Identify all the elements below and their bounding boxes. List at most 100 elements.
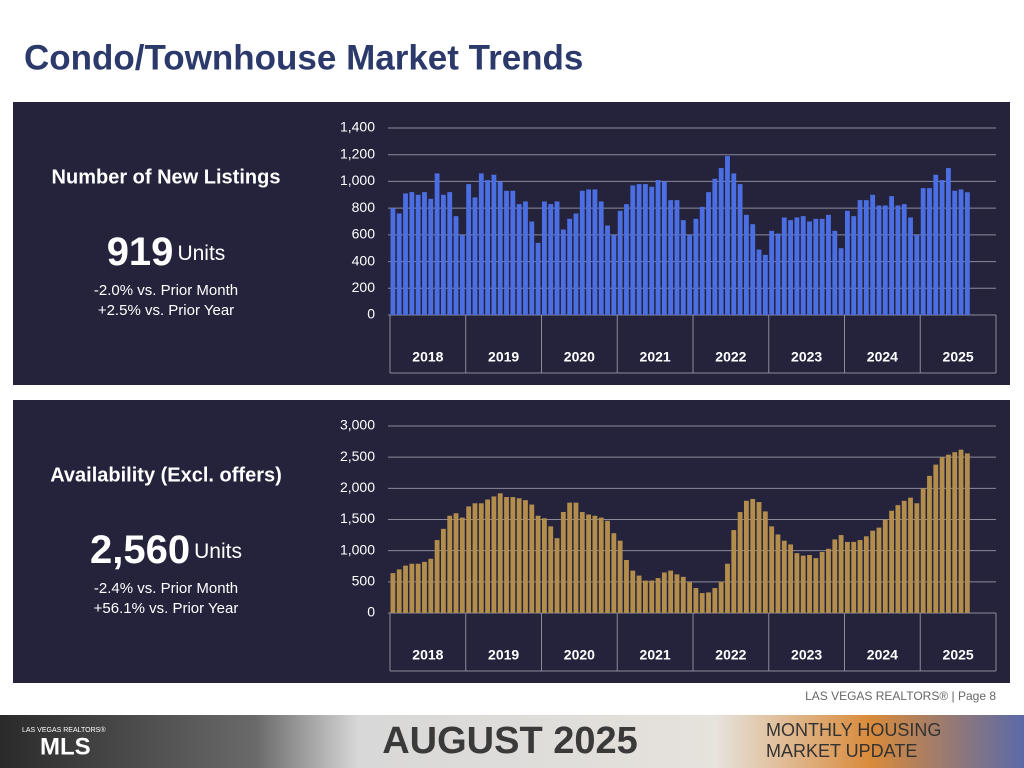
bar [813,218,819,315]
bar [592,189,598,315]
bar [554,201,560,315]
bar [497,181,503,315]
x-tick-label: 2023 [791,349,822,365]
bar [409,563,415,613]
bar [712,588,718,613]
bar [870,194,876,315]
bar [542,201,547,315]
bar [605,225,610,315]
bar [661,572,667,613]
bar [668,570,674,613]
bar [876,205,882,315]
x-tick-label: 2025 [943,349,974,365]
bar [573,502,579,613]
bar [598,517,604,613]
bar [453,513,459,613]
bar [933,174,939,315]
bar [876,527,882,613]
bar [611,234,617,315]
bar [952,190,958,315]
bar [706,592,711,613]
page-title: Condo/Townhouse Market Trends [24,38,583,77]
bar [933,464,939,613]
bar [441,528,446,613]
bar [535,515,541,613]
bar [845,210,850,315]
bar [636,575,642,613]
bar [529,221,535,315]
bar [693,218,699,315]
bar [434,540,440,613]
bar [415,563,421,613]
x-tick-label: 2021 [640,349,671,365]
bar [516,498,522,613]
bar [548,526,554,613]
bar [523,201,528,315]
bar [516,204,522,315]
bar [857,540,863,613]
bar [927,188,932,315]
bar [744,214,749,315]
x-tick-label: 2021 [640,647,671,663]
bar [863,200,869,315]
bar [447,515,453,613]
bar [699,593,705,613]
x-tick-label: 2018 [412,349,443,365]
bar [901,500,907,613]
bar [636,184,642,315]
bar [914,503,920,613]
x-tick-label: 2025 [943,647,974,663]
x-tick-label: 2020 [564,349,595,365]
bar [548,204,554,315]
bar [434,173,440,315]
change-note: +56.1% vs. Prior Year [94,600,239,617]
x-tick-label: 2019 [488,349,519,365]
panel-heading: Availability (Excl. offers) [50,464,282,486]
bar [863,536,869,613]
bar [769,526,775,613]
bar [674,574,680,613]
bar [851,541,857,613]
bar [756,502,762,613]
bar [459,234,465,315]
bar [901,204,907,315]
bar [914,234,920,315]
y-tick-label: 400 [352,252,376,268]
bar [674,200,680,315]
report-name: MARKET UPDATE [766,741,917,761]
bar [750,224,756,315]
change-note: +2.5% vs. Prior Year [98,302,234,319]
y-tick-label: 1,500 [340,510,375,526]
bar [630,185,636,315]
bar [643,184,648,315]
bar [762,511,768,613]
bar [687,581,692,613]
bar [478,503,484,613]
bar [946,168,951,315]
bar [649,580,655,613]
change-note: -2.4% vs. Prior Month [94,580,238,597]
bar [472,503,478,613]
bar [788,544,793,613]
bar [661,181,667,315]
bar [882,205,888,315]
bar [497,493,503,613]
bar [573,213,579,315]
bar [504,497,509,613]
bar [819,218,825,315]
bar [838,248,844,315]
bar [718,581,724,613]
bar [813,558,819,613]
bar [560,512,566,613]
bar [958,189,964,315]
y-tick-label: 1,400 [340,119,375,135]
bar [611,533,617,613]
bar [882,519,888,613]
bar [390,208,396,315]
headline-figure: 919 Units [107,230,226,274]
bar [441,194,446,315]
headline-unit: Units [177,242,225,265]
bar [794,217,800,315]
bar [422,561,427,613]
bar [485,499,490,613]
